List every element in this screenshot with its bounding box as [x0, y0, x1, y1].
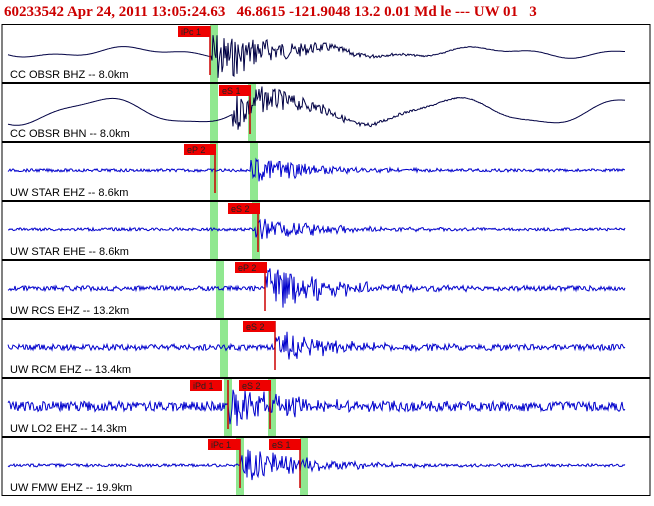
pick-window [210, 143, 218, 200]
trace-row[interactable]: iPd 1 eS 2 UW LO2 EHZ -- 14.3km [1, 378, 651, 437]
waveform [7, 157, 625, 182]
pick-label: eP 2 [187, 145, 205, 155]
trace-label: UW STAR EHE -- 8.6km [10, 246, 129, 258]
trace-row[interactable]: eP 2 UW RCS EHZ -- 13.2km [1, 260, 651, 319]
pick-window [220, 320, 228, 377]
pick-marker-box[interactable] [235, 262, 267, 273]
pick-marker-box[interactable] [178, 26, 210, 37]
trace-label: CC OBSR BHN -- 8.0km [10, 128, 130, 140]
waveform [7, 86, 626, 130]
event-datetime: Apr 24, 2011 13:05:24.63 [66, 4, 226, 20]
pick-marker-box[interactable] [219, 85, 251, 96]
pick-label: eS 2 [246, 322, 265, 332]
pick-marker-box[interactable] [228, 203, 260, 214]
pick-label: iPc 1 [181, 27, 201, 37]
waveform [7, 268, 626, 308]
event-magnitude: 0.01 Md [384, 4, 437, 20]
event-network: UW 01 [473, 4, 519, 20]
waveform [7, 449, 626, 481]
pick-window [210, 25, 218, 82]
pick-window [250, 143, 258, 200]
trace-row[interactable]: iPc 1 CC OBSR BHZ -- 8.0km [1, 24, 651, 83]
pick-label: eS 1 [222, 86, 241, 96]
trace-label: UW LO2 EHZ -- 14.3km [10, 423, 127, 435]
trace-frame [1, 201, 651, 260]
event-header: 60233542 Apr 24, 2011 13:05:24.63 46.861… [0, 0, 654, 24]
waveform [7, 35, 625, 78]
seismogram-panel: iPc 1 CC OBSR BHZ -- 8.0km eS 1 CC OBSR BHN… [1, 24, 651, 496]
pick-label: iPc 1 [211, 440, 231, 450]
trace-row[interactable]: iPc 1 eS 1 UW FMW EHZ -- 19.9km [1, 437, 651, 496]
trace-label: UW RCS EHZ -- 13.2km [10, 305, 129, 317]
pick-label: eS 2 [231, 204, 250, 214]
pick-marker-box[interactable] [239, 380, 271, 391]
trace-label: CC OBSR BHZ -- 8.0km [10, 69, 129, 81]
pick-window [300, 438, 308, 495]
trace-label: UW STAR EHZ -- 8.6km [10, 187, 128, 199]
event-id: 60233542 [4, 4, 64, 20]
pick-label: eP 2 [238, 263, 256, 273]
waveform [7, 331, 626, 360]
pick-marker-box[interactable] [184, 144, 216, 155]
waveform [7, 389, 626, 426]
pick-label: iPd 1 [193, 381, 214, 391]
trace-row[interactable]: eS 2 UW RCM EHZ -- 13.4km [1, 319, 651, 378]
pick-window [210, 202, 218, 259]
pick-label: eS 1 [272, 440, 291, 450]
trace-row[interactable]: eS 2 UW STAR EHE -- 8.6km [1, 201, 651, 260]
pick-window [248, 84, 256, 141]
pick-marker-box[interactable] [208, 439, 240, 450]
trace-label: UW RCM EHZ -- 13.4km [10, 364, 131, 376]
pick-marker-box[interactable] [243, 321, 275, 332]
trace-row[interactable]: eS 1 CC OBSR BHN -- 8.0km [1, 83, 651, 142]
waveform [8, 218, 626, 240]
trace-row[interactable]: eP 2 UW STAR EHZ -- 8.6km [1, 142, 651, 201]
trace-label: UW FMW EHZ -- 19.9km [10, 482, 132, 494]
pick-window [210, 84, 218, 141]
event-type: le --- [440, 4, 470, 20]
event-location: 46.8615 -121.9048 [236, 4, 351, 20]
trace-frame [1, 24, 651, 83]
pick-marker-box[interactable] [269, 439, 301, 450]
pick-marker-box[interactable] [190, 380, 222, 391]
page-number: 3 [529, 4, 537, 20]
pick-label: eS 2 [242, 381, 261, 391]
trace-frame [1, 319, 651, 378]
pick-window [252, 202, 260, 259]
event-depth: 13.2 [354, 4, 381, 20]
